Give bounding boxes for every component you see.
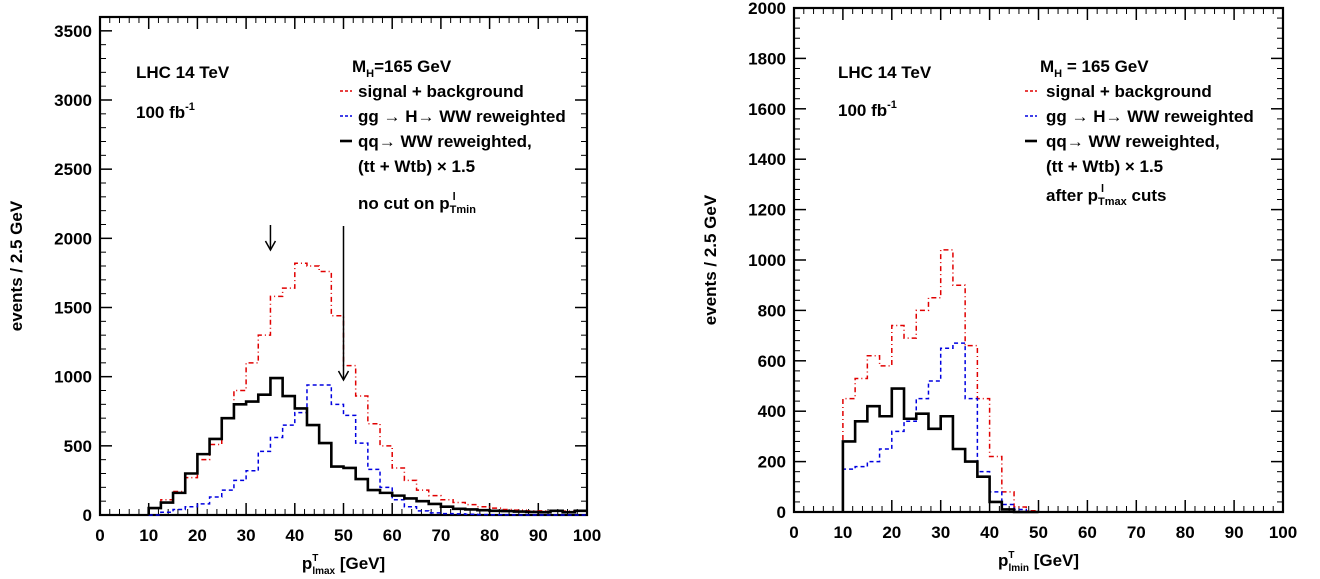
- histogram-series-0: [147, 262, 587, 515]
- x-tick-label: 40: [980, 523, 999, 542]
- legend-entry-0: signal + background: [1046, 82, 1212, 101]
- y-tick-label: 500: [64, 437, 92, 456]
- x-tick-label: 40: [285, 526, 304, 545]
- luminosity-label: 100 fb-1: [136, 101, 195, 122]
- x-tick-label: 30: [237, 526, 256, 545]
- x-tick-label: 20: [188, 526, 207, 545]
- y-axis-label: events / 2.5 GeV: [7, 200, 26, 331]
- histogram-series-1: [148, 384, 587, 516]
- x-tick-label: 80: [1176, 523, 1195, 542]
- legend-entry-1: gg → H→ WW reweighted: [358, 107, 566, 126]
- histogram-series-1: [842, 342, 1039, 513]
- y-tick-label: 0: [777, 503, 786, 522]
- y-tick-label: 3500: [54, 22, 92, 41]
- x-tick-label: 80: [480, 526, 499, 545]
- x-tick-label: 60: [1078, 523, 1097, 542]
- y-tick-label: 600: [758, 352, 786, 371]
- x-tick-label: 70: [1127, 523, 1146, 542]
- histogram-series-0: [842, 249, 1039, 512]
- y-tick-label: 0: [83, 506, 92, 525]
- x-tick-label: 10: [833, 523, 852, 542]
- y-tick-label: 2000: [54, 229, 92, 248]
- cut-label: after p l Tmax cuts: [1046, 183, 1166, 208]
- legend-entry-1: gg → H→ WW reweighted: [1046, 107, 1254, 126]
- legend-entry-2: qq→ WW reweighted,: [1046, 132, 1220, 151]
- chart-left-pt-lmax: 0 10 20 30 40 50 60 70 80 90 100050010001500200025…: [7, 15, 601, 577]
- x-tick-label: 50: [334, 526, 353, 545]
- x-axis-label: pT lmin [GeV]: [998, 550, 1079, 574]
- y-tick-label: 2500: [54, 160, 92, 179]
- y-tick-label: 1800: [748, 49, 786, 68]
- x-tick-label: 20: [882, 523, 901, 542]
- legend-entry-0: signal + background: [358, 82, 524, 101]
- higgs-mass-label: MH=165 GeV: [352, 57, 452, 80]
- x-tick-label: 50: [1029, 523, 1048, 542]
- x-tick-label: 70: [431, 526, 450, 545]
- legend-entry-2: qq→ WW reweighted,: [358, 132, 532, 151]
- higgs-mass-label: MH = 165 GeV: [1040, 57, 1149, 80]
- y-tick-label: 1000: [54, 368, 92, 387]
- x-axis-label: pT lmax [GeV]: [302, 553, 385, 577]
- y-tick-label: 3000: [54, 91, 92, 110]
- histogram-series-2: [147, 376, 587, 515]
- x-tick-label: 90: [529, 526, 548, 545]
- experiment-label: LHC 14 TeV: [838, 63, 932, 82]
- y-tick-label: 800: [758, 301, 786, 320]
- cut-arrow-head: [264, 240, 277, 252]
- y-axis-label: events / 2.5 GeV: [701, 194, 720, 325]
- y-tick-label: 1600: [748, 100, 786, 119]
- luminosity-label: 100 fb-1: [838, 99, 897, 120]
- y-tick-label: 400: [758, 402, 786, 421]
- x-tick-label: 100: [1269, 523, 1297, 542]
- y-tick-label: 1000: [748, 251, 786, 270]
- x-tick-label: 90: [1225, 523, 1244, 542]
- x-tick-label: 60: [383, 526, 402, 545]
- legend-entry-3: (tt + Wtb) × 1.5: [358, 157, 475, 176]
- y-tick-label: 1400: [748, 150, 786, 169]
- experiment-label: LHC 14 TeV: [136, 63, 230, 82]
- cut-arrow-head: [337, 370, 350, 382]
- y-tick-label: 2000: [748, 0, 786, 18]
- x-tick-label: 0: [789, 523, 798, 542]
- chart-right-pt-lmin: 0 10 20 30 40 50 60 70 80 90 100020040060080010001…: [701, 0, 1297, 574]
- y-tick-label: 200: [758, 453, 786, 472]
- legend-entry-3: (tt + Wtb) × 1.5: [1046, 157, 1163, 176]
- x-tick-label: 100: [573, 526, 601, 545]
- y-tick-label: 1200: [748, 201, 786, 220]
- histogram-series-2: [841, 387, 1039, 514]
- x-tick-label: 10: [139, 526, 158, 545]
- x-tick-label: 30: [931, 523, 950, 542]
- cut-label: no cut on p l Tmin: [358, 191, 476, 216]
- x-tick-label: 0: [95, 526, 104, 545]
- y-tick-label: 1500: [54, 299, 92, 318]
